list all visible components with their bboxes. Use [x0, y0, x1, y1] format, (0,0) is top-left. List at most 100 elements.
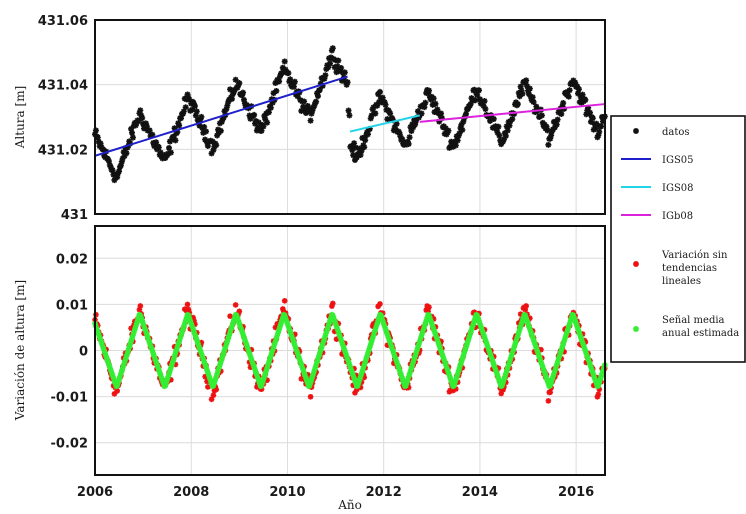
bottom-annual-signal-point — [386, 337, 393, 343]
top-data-point — [413, 117, 420, 124]
bottom-annual-signal-point — [296, 356, 303, 362]
bottom-annual-signal-point — [501, 376, 507, 383]
top-data-point — [204, 142, 211, 149]
bottom-annual-signal-point — [364, 353, 370, 359]
top-data-point — [361, 144, 368, 151]
bottom-residual-point — [111, 391, 118, 397]
bottom-annual-signal-point — [299, 364, 306, 370]
bottom-annual-signal-point — [317, 350, 323, 356]
top-data-point — [405, 140, 412, 147]
top-data-point — [455, 132, 462, 139]
bottom-annual-signal-point — [551, 370, 557, 377]
bottom-annual-signal-point — [428, 318, 434, 324]
bottom-residual-point — [114, 388, 121, 394]
bottom-annual-signal-point — [592, 378, 599, 384]
bottom-annual-signal-point — [291, 339, 297, 346]
top-data-point — [538, 112, 545, 119]
bottom-annual-signal-point — [507, 356, 514, 362]
bottom-annual-signal-point — [459, 356, 466, 362]
bottom-annual-signal-point — [198, 350, 205, 357]
bottom-residual-point — [522, 306, 529, 313]
top-data-point — [298, 107, 305, 114]
bottom-annual-signal-point — [318, 344, 325, 350]
bottom-annual-signal-point — [324, 326, 331, 333]
top-data-point — [362, 137, 369, 144]
bottom-annual-signal-point — [558, 347, 565, 353]
bottom-annual-signal-point — [285, 323, 292, 330]
bottom-annual-signal-point — [451, 382, 457, 389]
bottom-annual-signal-point — [490, 361, 497, 368]
top-data-point — [121, 152, 128, 159]
bottom-annual-signal-point — [103, 353, 109, 360]
bottom-annual-signal-point — [165, 373, 171, 380]
top-data-point — [277, 73, 284, 80]
bottom-annual-signal-point — [396, 367, 403, 373]
top-data-point — [408, 127, 415, 134]
top-data-point — [475, 87, 482, 94]
top-data-point — [506, 122, 513, 129]
bottom-annual-signal-point — [492, 367, 499, 373]
bottom-annual-signal-point — [496, 378, 503, 384]
bottom-annual-signal-point — [264, 365, 270, 371]
top-data-point — [367, 115, 374, 122]
bottom-annual-signal-point — [476, 318, 482, 324]
bottom-annual-signal-point — [139, 318, 145, 324]
top-data-point — [322, 72, 329, 79]
top-data-point — [364, 131, 371, 138]
bottom-annual-signal-point — [94, 326, 100, 332]
bottom-annual-signal-point — [115, 379, 121, 386]
bottom-residual-point — [357, 384, 364, 391]
top-data-point — [132, 122, 139, 129]
bottom-annual-signal-point — [573, 320, 579, 327]
top-data-point — [165, 150, 172, 157]
bottom-annual-signal-point — [234, 315, 241, 321]
bottom-annual-signal-point — [321, 335, 328, 342]
bottom-annual-signal-point — [485, 345, 492, 351]
top-data-point — [240, 89, 247, 96]
bottom-annual-signal-point — [561, 338, 567, 345]
bottom-annual-signal-point — [347, 364, 354, 370]
top-data-point — [180, 108, 187, 115]
bottom-annual-signal-point — [107, 367, 114, 373]
bottom-annual-signal-point — [106, 361, 112, 368]
bottom-annual-signal-point — [369, 335, 376, 342]
bottom-annual-signal-point — [125, 347, 132, 353]
bottom-annual-signal-point — [138, 315, 145, 321]
bottom-residual-point — [426, 304, 432, 311]
top-data-point — [474, 91, 481, 98]
bottom-annual-signal-point — [306, 382, 313, 389]
bottom-annual-signal-point — [484, 342, 491, 349]
bottom-annual-signal-point — [434, 337, 441, 343]
top-data-point — [366, 125, 373, 132]
top-data-point — [468, 95, 475, 102]
top-data-point — [152, 141, 159, 148]
bottom-annual-signal-point — [454, 370, 461, 377]
bottom-annual-signal-point — [393, 358, 400, 365]
top-data-point — [189, 106, 196, 113]
bottom-annual-signal-point — [406, 370, 413, 377]
top-data-point — [200, 129, 207, 136]
bottom-annual-signal-point — [469, 323, 476, 330]
top-data-point — [351, 157, 358, 164]
top-data-point — [358, 148, 365, 155]
top-data-point — [548, 132, 555, 139]
top-data-point — [225, 99, 232, 106]
bottom-annual-signal-point — [155, 364, 161, 370]
bottom-residual-point — [430, 316, 437, 322]
bottom-annual-signal-point — [333, 323, 340, 330]
bottom-annual-signal-point — [368, 338, 375, 345]
top-data-point — [482, 106, 489, 113]
bottom-annual-signal-point — [601, 365, 607, 371]
bottom-annual-signal-point — [162, 382, 169, 389]
top-data-point — [471, 86, 478, 93]
top-data-point — [215, 126, 222, 133]
bottom-annual-signal-point — [227, 329, 233, 336]
bottom-annual-signal-point — [316, 353, 322, 359]
bottom-annual-signal-point — [432, 331, 439, 338]
bottom-annual-signal-point — [297, 358, 304, 365]
bottom-annual-signal-point — [442, 361, 449, 368]
bottom-annual-signal-point — [173, 347, 180, 353]
bottom-residual-point — [561, 349, 567, 355]
bottom-annual-signal-point — [118, 370, 124, 377]
bottom-annual-signal-point — [215, 368, 221, 374]
